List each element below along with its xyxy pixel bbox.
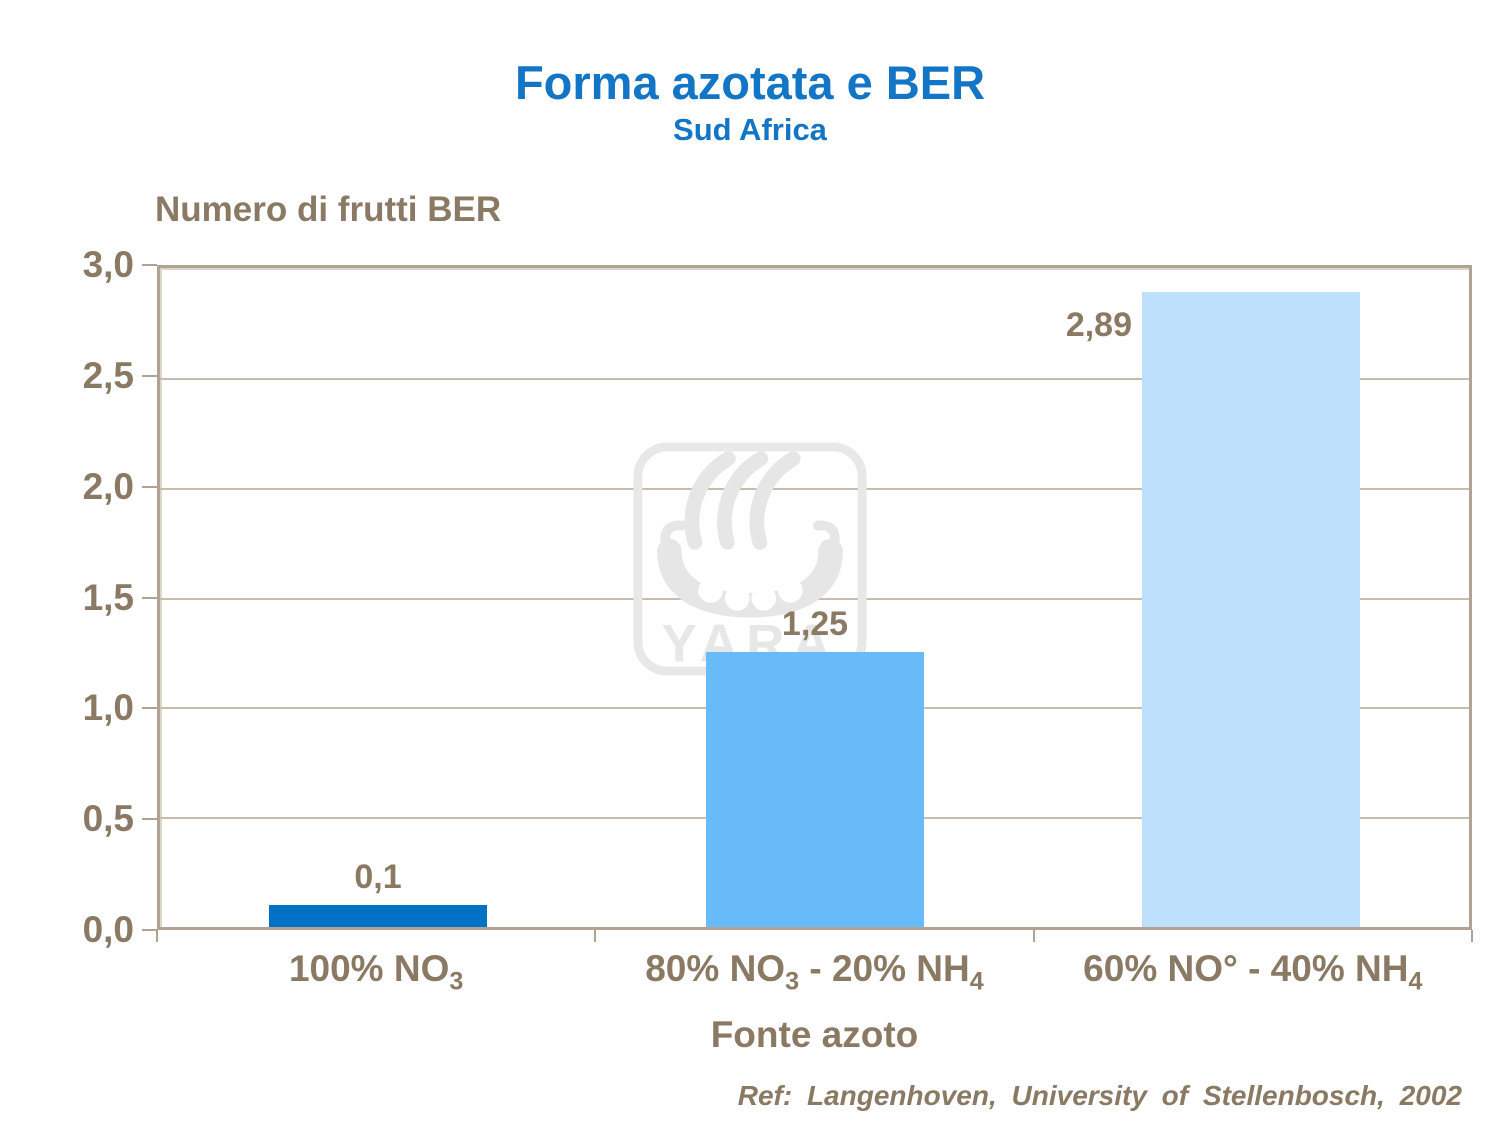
bar [706, 652, 924, 927]
y-tick-label: 0,0 [82, 909, 134, 950]
bar-value-label: 0,1 [354, 858, 402, 896]
x-label-category-2: 80% NO3 - 20% NH4 [645, 948, 984, 996]
x-axis-category-labels: 100% NO3 80% NO3 - 20% NH4 60% NO° - 40%… [157, 948, 1472, 996]
plot-area: YARA 0,1 1,25 2,89 [157, 265, 1472, 930]
x-axis-title: Fonte azoto [710, 1014, 919, 1055]
y-tick-mark [142, 597, 157, 599]
y-tick-label: 1,0 [82, 687, 134, 728]
x-tick-mark [594, 930, 596, 942]
bar-value-label: 1,25 [781, 605, 849, 643]
x-label-category-1: 100% NO3 [288, 948, 464, 996]
bar [1142, 292, 1360, 927]
gridline [160, 378, 1469, 380]
x-tick-mark [1033, 930, 1035, 942]
y-tick-label: 0,5 [82, 798, 134, 839]
x-tick-mark [1471, 930, 1473, 942]
y-tick-mark [142, 929, 157, 931]
y-tick-label: 2,0 [82, 466, 134, 507]
y-tick-label: 2,5 [82, 355, 134, 396]
bar-value-label: 2,89 [1065, 306, 1132, 344]
gridline [160, 488, 1469, 490]
x-label-category-3: 60% NO° - 40% NH4 [1083, 948, 1423, 996]
chart-title: Forma azotata e BER [514, 56, 986, 109]
chart-subtitle: Sud Africa [673, 112, 827, 147]
y-tick-mark [142, 818, 157, 820]
x-tick-mark [156, 930, 158, 942]
bar [269, 905, 487, 927]
y-tick-mark [142, 264, 157, 266]
y-tick-label: 3,0 [82, 244, 134, 285]
y-tick-mark [142, 375, 157, 377]
y-tick-label: 1,5 [82, 577, 134, 618]
y-tick-mark [142, 486, 157, 488]
y-axis-title: Numero di frutti BER [155, 190, 502, 229]
reference-citation: Ref: Langenhoven, University of Stellenb… [737, 1080, 1462, 1111]
y-tick-mark [142, 707, 157, 709]
